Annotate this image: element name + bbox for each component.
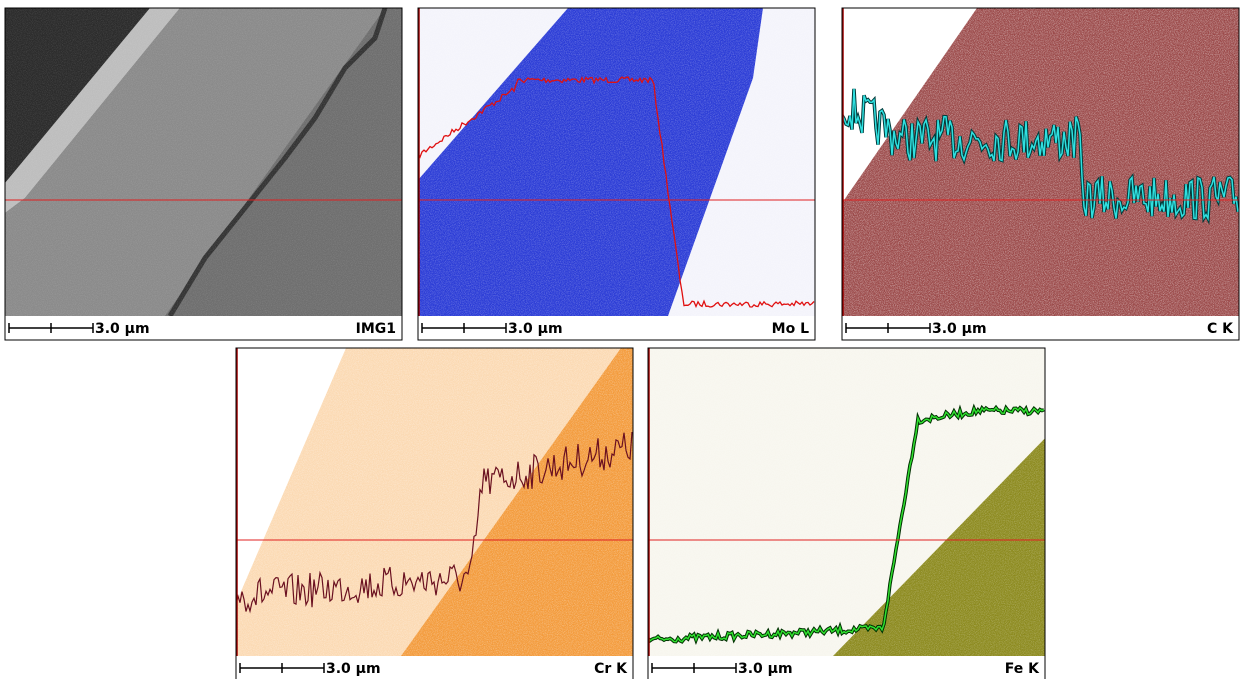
panel-image [842, 8, 1239, 316]
panel-border [4, 7, 403, 341]
line-profile [236, 431, 633, 614]
map-label: IMG1 [356, 321, 396, 337]
map-label: Fe K [1005, 661, 1040, 677]
panel: 3.0 µm C K [841, 7, 1240, 341]
panel-image [5, 8, 402, 316]
panel: 3.0 µm Mo L [417, 7, 816, 341]
scale-label: 3.0 µm [508, 321, 563, 337]
panel-image [648, 348, 1045, 656]
panel-image [236, 348, 633, 656]
map-label: C K [1207, 321, 1234, 337]
panel: 3.0 µm Cr K [235, 347, 634, 679]
noise [5, 8, 402, 316]
panel-image [418, 8, 815, 316]
panel-border [235, 347, 634, 679]
panel: 3.0 µm IMG1 [4, 7, 403, 341]
map-label: Mo L [772, 321, 809, 337]
panel-border [647, 347, 1046, 679]
noise [236, 348, 633, 656]
scale-label: 3.0 µm [95, 321, 150, 337]
map-label: Cr K [594, 661, 628, 677]
panel-border [841, 7, 1240, 341]
line-profile [418, 76, 815, 309]
scale-label: 3.0 µm [738, 661, 793, 677]
noise [648, 348, 1045, 656]
line-profile [842, 88, 1239, 222]
line-profile [648, 406, 1045, 643]
panel-border [417, 7, 816, 341]
scale-label: 3.0 µm [932, 321, 987, 337]
noise [842, 8, 1239, 316]
panel: 3.0 µm Fe K [647, 347, 1046, 679]
noise [418, 8, 815, 316]
scale-label: 3.0 µm [326, 661, 381, 677]
